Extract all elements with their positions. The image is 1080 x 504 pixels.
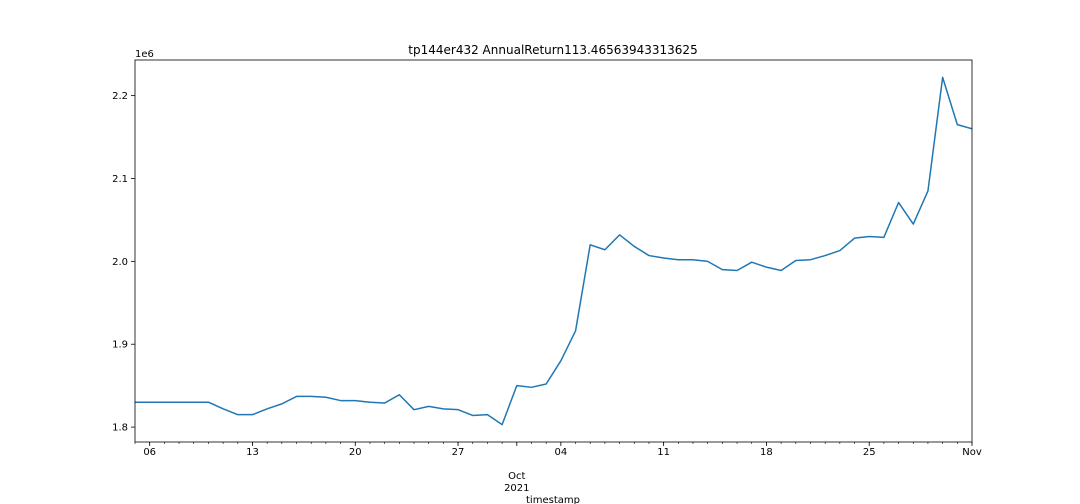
x-tick-label-line: Oct	[508, 471, 525, 482]
x-tick-label-line: Nov	[962, 447, 982, 458]
chart-title: tp144er432 AnnualReturn113.4656394331362…	[408, 43, 697, 57]
y-tick-label: 2.1	[112, 174, 128, 185]
x-tick-label-line: 25	[863, 447, 876, 458]
x-tick-label: 11	[657, 447, 670, 458]
y-tick-label: 1.8	[112, 423, 128, 434]
y-axis-ticks: 1.8 1.9 2.0 2.1 2.2	[112, 91, 135, 434]
series-group	[135, 76, 973, 426]
x-axis-ticks: 06 13 20 27 Oct 2021 04 11 18 25 Nov	[134, 442, 982, 494]
x-tick-label-line: 13	[246, 447, 259, 458]
x-tick-label-line: 04	[554, 447, 567, 458]
x-tick-label: 20	[349, 447, 362, 458]
y-offset-label: 1e6	[135, 49, 154, 60]
x-tick-label-line: 20	[349, 447, 362, 458]
x-tick-label: 18	[760, 447, 773, 458]
x-tick-label-line: 27	[452, 447, 465, 458]
x-tick-label-line: 06	[143, 447, 156, 458]
y-tick-label: 2.2	[112, 91, 128, 102]
x-tick-label: 13	[246, 447, 259, 458]
series-line	[135, 76, 973, 426]
x-tick-label-line: 18	[760, 447, 773, 458]
x-tick-label: Nov	[962, 447, 982, 458]
x-tick-label: Oct 2021	[504, 471, 529, 494]
x-tick-label: 25	[863, 447, 876, 458]
y-tick-label: 2.0	[112, 257, 128, 268]
y-tick-label: 1.9	[112, 340, 128, 351]
x-tick-label: 04	[554, 447, 567, 458]
x-tick-label-line: 2021	[504, 483, 529, 494]
x-tick-label: 06	[143, 447, 156, 458]
x-axis-label: timestamp	[526, 495, 580, 504]
plot-frame	[134, 59, 973, 443]
x-tick-label-line: 11	[657, 447, 670, 458]
x-tick-label: 27	[452, 447, 465, 458]
